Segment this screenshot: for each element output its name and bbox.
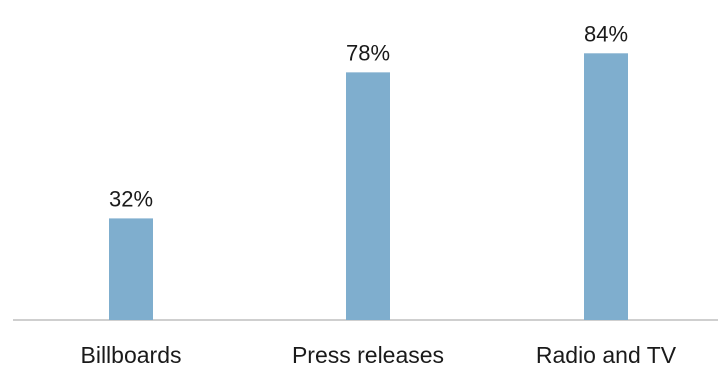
bar-press-releases	[346, 72, 390, 320]
category-label-press-releases: Press releases	[292, 342, 444, 368]
category-label-billboards: Billboards	[81, 342, 182, 368]
bar-billboards	[109, 218, 153, 320]
value-label-billboards: 32%	[109, 186, 153, 211]
value-label-press-releases: 78%	[346, 40, 390, 65]
category-labels-group: Billboards Press releases Radio and TV	[81, 342, 677, 368]
value-labels-group: 32% 78% 84%	[109, 21, 628, 211]
value-label-radio-and-tv: 84%	[584, 21, 628, 46]
bar-radio-and-tv	[584, 53, 628, 321]
category-label-radio-and-tv: Radio and TV	[536, 342, 677, 368]
bars-group	[109, 53, 628, 321]
